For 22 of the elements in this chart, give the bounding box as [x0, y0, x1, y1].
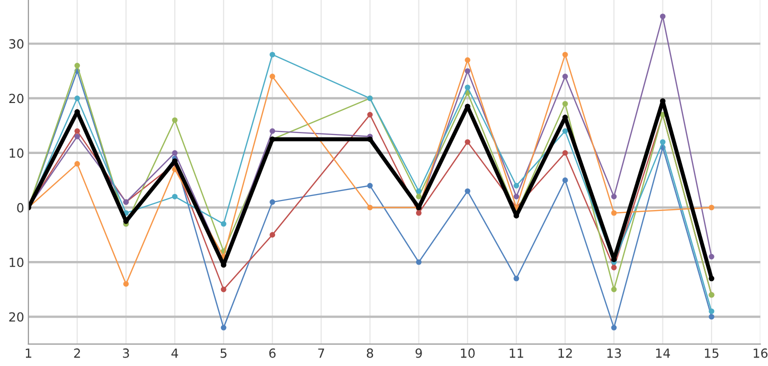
- x-tick-label: 10: [460, 348, 475, 358]
- x-tick-label: 9: [416, 348, 422, 358]
- x-tick-label: 8: [366, 348, 374, 358]
- x-tick-label: 12: [558, 348, 572, 358]
- y-tick-label: 20: [9, 94, 24, 104]
- y-tick-label: 20: [9, 312, 24, 322]
- x-tick-label: 11: [510, 348, 524, 358]
- x-tick-label: 7: [318, 348, 324, 358]
- x-tick-label: 5: [220, 348, 226, 358]
- x-tick-label: 13: [607, 348, 621, 358]
- x-tick-label: 3: [122, 348, 129, 358]
- x-tick-label: 15: [704, 348, 718, 358]
- y-tick-label: 0: [17, 202, 24, 212]
- x-tick-label: 2: [74, 348, 80, 358]
- y-tick-label: 30: [9, 39, 24, 49]
- y-tick-label: 10: [10, 148, 24, 158]
- y-tick-label: 10: [10, 258, 24, 268]
- x-tick-label: 1: [26, 348, 32, 358]
- x-tick-label: 4: [171, 348, 178, 358]
- x-tick-label: 6: [269, 348, 276, 358]
- x-tick-label: 16: [754, 348, 768, 358]
- x-tick-label: 14: [656, 348, 670, 358]
